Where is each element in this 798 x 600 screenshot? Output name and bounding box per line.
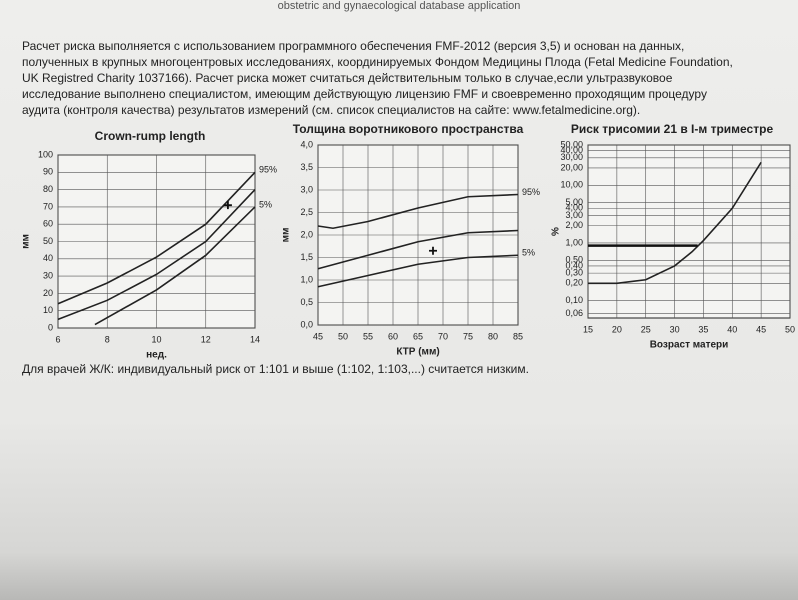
series-label: 5% (522, 248, 535, 258)
series-line (317, 254, 519, 288)
y-tick-label: 0,06 (565, 308, 583, 318)
y-tick-label: 10,00 (560, 180, 583, 190)
y-axis-label: мм (281, 228, 292, 243)
text-line: Расчет риска выполняется с использование… (22, 39, 685, 53)
chart-title: Риск трисомии 21 в I-м триместре (571, 122, 774, 136)
x-tick-label: 75 (463, 331, 473, 341)
y-tick-label: 0,10 (565, 295, 583, 305)
x-tick-label: 45 (313, 331, 323, 341)
y-tick-label: 0,20 (565, 278, 583, 288)
x-axis-label: нед. (146, 350, 167, 361)
measurement-marker (429, 246, 437, 255)
series-label: 5% (259, 199, 272, 209)
y-tick-label: 4,00 (565, 203, 583, 213)
y-tick-label: 20,00 (560, 162, 583, 172)
y-tick-label: 0,40 (565, 260, 583, 270)
y-tick-label: 0,50 (565, 255, 583, 265)
plot-frame (587, 144, 791, 319)
y-tick-label: 20 (43, 288, 53, 298)
y-tick-label: 50 (43, 236, 53, 246)
x-tick-label: 6 (55, 334, 60, 344)
y-axis-label: мм (21, 234, 32, 249)
text-line: исследование выполнено специалистом, име… (22, 87, 707, 101)
measurement-marker (223, 201, 232, 210)
chart-title: Толщина воротникового пространства (293, 122, 524, 136)
x-tick-label: 35 (698, 324, 708, 334)
x-tick-label: 50 (785, 324, 795, 334)
series-label: 95% (522, 187, 540, 197)
x-tick-label: 40 (727, 324, 737, 334)
series-line (588, 161, 762, 285)
x-tick-label: 45 (756, 324, 766, 334)
y-tick-label: 80 (43, 184, 53, 194)
x-tick-label: 25 (641, 324, 651, 334)
x-tick-label: 12 (201, 334, 211, 344)
y-tick-label: 5,00 (565, 197, 583, 207)
x-tick-label: 20 (612, 324, 622, 334)
x-axis-label: КТР (мм) (396, 347, 439, 358)
y-tick-label: 90 (43, 167, 53, 177)
y-tick-label: 1,0 (300, 274, 313, 284)
x-tick-label: 60 (388, 331, 398, 341)
text-line: полученных в крупных многоцентровых иссл… (22, 55, 733, 69)
series-line (317, 193, 519, 230)
y-tick-label: 40,00 (560, 145, 583, 155)
x-tick-label: 85 (513, 331, 523, 341)
y-tick-label: 2,5 (300, 207, 313, 217)
x-tick-label: 65 (413, 331, 423, 341)
y-tick-label: 0,0 (300, 319, 313, 329)
y-tick-label: 30,00 (560, 152, 583, 162)
y-tick-label: 0,5 (300, 297, 313, 307)
y-tick-label: 1,5 (300, 252, 313, 262)
x-tick-label: 80 (488, 331, 498, 341)
series-line (57, 189, 256, 321)
y-tick-label: 10 (43, 305, 53, 315)
series-line (317, 229, 519, 270)
x-axis-label: Возраст матери (650, 340, 729, 351)
y-tick-label: 2,0 (300, 229, 313, 239)
x-tick-label: 70 (438, 331, 448, 341)
text-line: аудита (контроля качества) результатов и… (22, 103, 641, 117)
x-tick-label: 10 (151, 334, 161, 344)
y-tick-label: 4,0 (300, 139, 313, 149)
x-tick-label: 8 (105, 334, 110, 344)
header: obstetric and gynaecological database ap… (277, 0, 521, 12)
y-tick-label: 3,00 (565, 210, 583, 220)
y-tick-label: 30 (43, 270, 53, 280)
series-line (57, 171, 256, 305)
x-tick-label: 30 (670, 324, 680, 334)
y-tick-label: 70 (43, 201, 53, 211)
y-tick-label: 60 (43, 219, 53, 229)
series-line (94, 206, 256, 326)
y-tick-label: 0,30 (565, 268, 583, 278)
chart-title: Crown-rump length (95, 129, 206, 143)
y-tick-label: 0 (48, 322, 53, 332)
x-tick-label: 14 (250, 334, 260, 344)
x-tick-label: 50 (338, 331, 348, 341)
y-axis-label: % (551, 227, 562, 236)
paragraph: Расчет риска выполняется с использование… (22, 38, 733, 118)
y-tick-label: 2,00 (565, 220, 583, 230)
x-tick-label: 15 (583, 324, 593, 334)
y-tick-label: 1,00 (565, 237, 583, 247)
y-tick-label: 3,0 (300, 184, 313, 194)
x-tick-label: 55 (363, 331, 373, 341)
text-line: UK Registred Charity 1037166). Расчет ри… (22, 71, 673, 85)
y-tick-label: 50,00 (560, 139, 583, 149)
footer: Для врачей Ж/К: индивидуальный риск от 1… (22, 362, 529, 376)
y-tick-label: 3,5 (300, 162, 313, 172)
series-label: 95% (259, 165, 277, 175)
y-tick-label: 100 (38, 149, 53, 159)
y-tick-label: 40 (43, 253, 53, 263)
